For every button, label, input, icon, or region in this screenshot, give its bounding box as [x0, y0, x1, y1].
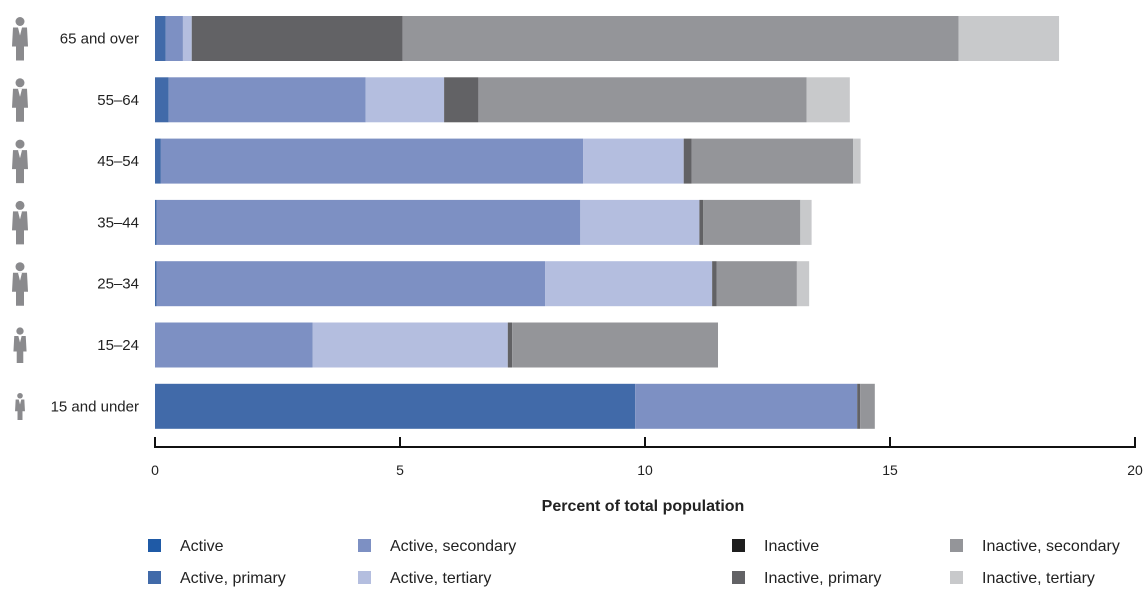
category-label: 55–64 — [97, 92, 139, 109]
legend-label: Inactive — [764, 538, 819, 555]
x-tick-label: 5 — [396, 462, 404, 478]
category-label: 15–24 — [97, 337, 139, 354]
bar-segment — [712, 261, 717, 307]
legend-swatch — [148, 539, 161, 552]
person-icon — [12, 139, 28, 184]
bar-segment — [156, 199, 581, 245]
legend-item: Active — [148, 538, 224, 555]
bar-segment — [699, 199, 704, 245]
legend-label: Inactive, secondary — [982, 538, 1120, 555]
bar-segment — [507, 322, 513, 368]
legend-swatch — [950, 539, 963, 552]
category-label: 45–54 — [97, 153, 139, 170]
legend-item: Active, secondary — [358, 538, 516, 555]
person-icon — [13, 327, 27, 364]
bar-segment — [155, 199, 157, 245]
person-icon — [15, 392, 25, 420]
bar-segment — [160, 138, 584, 184]
legend-item: Active, tertiary — [358, 570, 491, 587]
bar-segment — [182, 16, 192, 61]
category-icons — [12, 17, 28, 420]
bar-segment — [635, 383, 858, 429]
bar-segment — [545, 261, 713, 307]
bar-segment — [155, 138, 161, 184]
bar-segment — [800, 199, 812, 245]
legend: Active Active, primary Active, secondary Ac… — [148, 538, 1120, 587]
legend-item: Inactive, tertiary — [950, 570, 1095, 587]
legend-label: Inactive, primary — [764, 570, 881, 587]
bar-segment — [155, 77, 169, 123]
bar-segment — [478, 77, 807, 123]
legend-swatch — [358, 571, 371, 584]
legend-item: Inactive, secondary — [950, 538, 1120, 555]
legend-label: Active — [180, 538, 224, 555]
bar-segment — [806, 77, 850, 123]
person-icon — [12, 262, 28, 306]
category-label: 25–34 — [97, 276, 139, 293]
bar-segment — [580, 199, 700, 245]
category-label: 65 and over — [60, 31, 139, 48]
category-labels: 65 and over 55–64 45–54 35–44 25–34 15–24 15 a… — [51, 31, 139, 416]
bar-segment — [155, 383, 636, 429]
bar-segment — [683, 138, 692, 184]
legend-item: Inactive — [732, 538, 819, 555]
category-label: 15 and under — [51, 398, 139, 415]
bar-segment — [583, 138, 684, 184]
bar-segment — [444, 77, 479, 123]
bars — [155, 16, 1060, 429]
bar-segment — [402, 16, 959, 61]
x-tick-label: 15 — [882, 462, 898, 478]
bar-segment — [860, 383, 875, 429]
legend-item: Active, primary — [148, 570, 286, 587]
bar-segment — [156, 261, 546, 307]
bar-segment — [312, 322, 508, 368]
x-tick-label: 10 — [637, 462, 653, 478]
x-axis: 0 5 10 15 20 — [151, 437, 1143, 478]
legend-swatch — [732, 571, 745, 584]
person-icon — [12, 78, 28, 122]
bar-segment — [365, 77, 445, 123]
x-axis-title: Percent of total population — [542, 498, 745, 515]
person-icon — [12, 200, 28, 245]
legend-swatch — [148, 571, 161, 584]
bar-segment — [512, 322, 719, 368]
legend-label: Active, secondary — [390, 538, 516, 555]
legend-label: Active, primary — [180, 570, 286, 587]
bar-segment — [191, 16, 403, 61]
bar-segment — [691, 138, 854, 184]
bar-segment — [853, 138, 861, 184]
bar-segment — [703, 199, 801, 245]
bar-segment — [168, 77, 366, 123]
bar-segment — [155, 16, 166, 61]
x-tick-label: 20 — [1127, 462, 1143, 478]
bar-segment — [796, 261, 810, 307]
legend-label: Inactive, tertiary — [982, 570, 1095, 587]
bar-segment — [857, 383, 861, 429]
x-tick-label: 0 — [151, 462, 159, 478]
legend-swatch — [950, 571, 963, 584]
bar-segment — [155, 322, 313, 368]
bar-segment — [716, 261, 797, 307]
bar-segment — [155, 261, 157, 307]
legend-swatch — [358, 539, 371, 552]
legend-swatch — [732, 539, 745, 552]
person-icon — [12, 17, 28, 61]
legend-item: Inactive, primary — [732, 570, 881, 587]
legend-label: Active, tertiary — [390, 570, 491, 587]
bar-segment — [958, 16, 1060, 61]
bar-segment — [165, 16, 183, 61]
category-label: 35–44 — [97, 214, 139, 231]
